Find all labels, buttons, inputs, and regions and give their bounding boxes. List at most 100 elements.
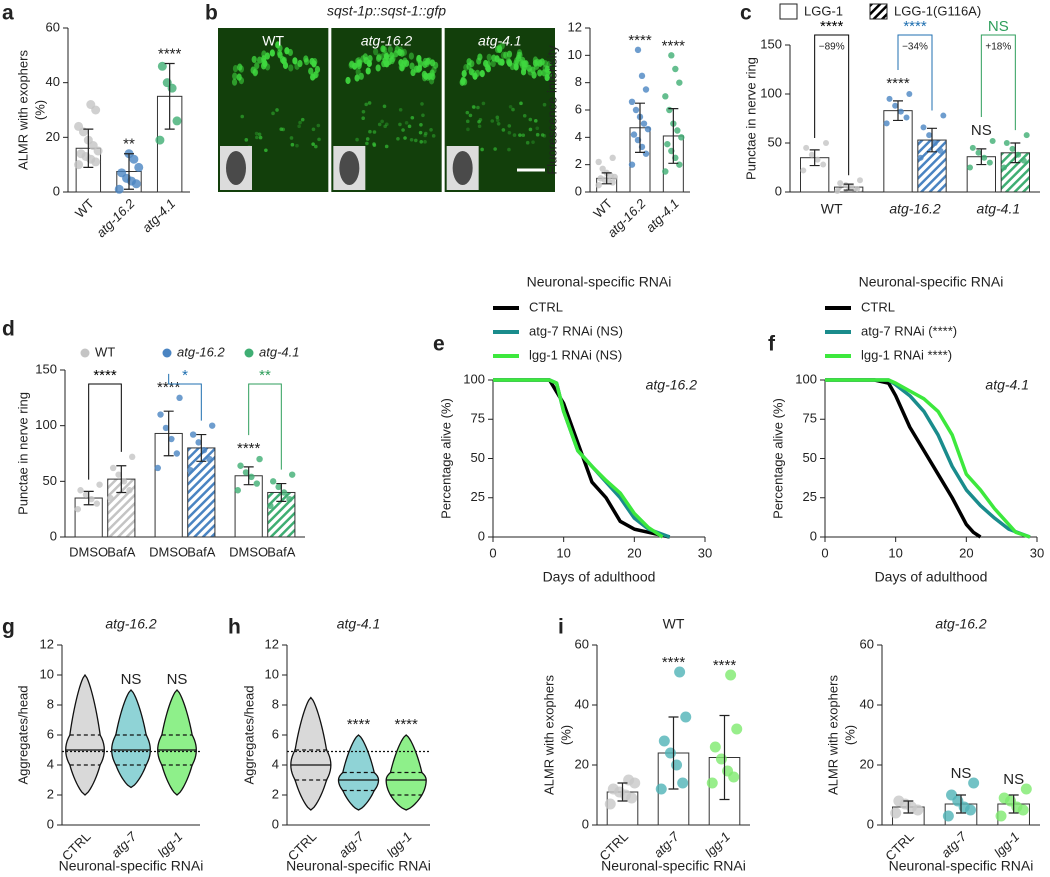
cell-signal: [425, 57, 431, 65]
y-tick-label: 12: [568, 19, 582, 34]
panel-letter: d: [2, 318, 15, 341]
error-bar: [668, 108, 679, 164]
error-bar: [83, 490, 94, 506]
panel-title: sqst-1p::sqst-1::gfp: [327, 3, 446, 19]
x-tick-label: BafA: [187, 544, 216, 559]
data-point: [995, 810, 1007, 822]
data-point: [187, 467, 194, 474]
y-axis-label: (%): [558, 725, 573, 745]
cell-signal: [507, 130, 512, 135]
chart-title: atg-16.2: [105, 616, 157, 632]
cell-signal: [531, 140, 535, 144]
significance: ****: [157, 379, 181, 396]
y-tick-label: 150: [35, 361, 57, 376]
data-point: [903, 114, 910, 121]
x-tick-label: atg-4.1: [139, 196, 178, 235]
cell-signal: [476, 105, 480, 110]
y-tick-label: 100: [795, 371, 817, 386]
significance: ****: [662, 37, 686, 54]
cell-signal: [542, 102, 547, 107]
data-point: [814, 156, 821, 163]
violin: [111, 689, 151, 789]
cell-signal: [416, 54, 422, 63]
cell-signal: [423, 131, 428, 136]
data-point: [76, 149, 86, 159]
cell-signal: [499, 42, 505, 50]
cell-signal: [525, 140, 530, 145]
data-point: [680, 711, 692, 723]
cell-signal: [393, 50, 399, 58]
cell-signal: [396, 136, 400, 141]
cell-signal: [254, 62, 260, 70]
cell-signal: [429, 127, 433, 132]
y-tick-label: 6: [272, 726, 279, 741]
cell-signal: [290, 142, 295, 147]
data-point: [176, 394, 183, 402]
cell-signal: [531, 71, 537, 79]
x-axis-label: Days of adulthood: [875, 569, 988, 585]
significance: ****: [713, 657, 737, 674]
survival-line: [493, 378, 671, 539]
panel-letter: f: [768, 333, 776, 356]
data-point: [975, 149, 982, 156]
chart-title: atg-4.1: [337, 616, 381, 632]
legend-label: WT: [95, 344, 115, 359]
data-point: [969, 144, 976, 151]
data-point: [644, 125, 652, 133]
cell-signal: [506, 59, 513, 67]
data-point: [129, 453, 136, 461]
data-point: [628, 161, 636, 168]
cell-signal: [316, 123, 321, 128]
data-point: [893, 795, 905, 807]
legend-label: atg-7 RNAi (****): [861, 323, 957, 338]
x-tick-label: 0: [821, 545, 828, 560]
cell-signal: [409, 62, 415, 70]
data-point: [134, 162, 144, 172]
significance: ****: [628, 32, 652, 49]
cell-signal: [232, 72, 238, 80]
data-point: [267, 502, 274, 510]
cell-signal: [419, 122, 423, 127]
y-tick-label: 2: [47, 786, 54, 801]
data-point: [195, 439, 202, 446]
y-tick-label: 50: [471, 450, 485, 465]
y-axis-label: Aggregates/head: [15, 685, 30, 784]
data-point: [162, 78, 172, 88]
data-point: [937, 147, 944, 154]
error-bar: [601, 172, 612, 185]
cell-signal: [535, 132, 540, 137]
cell-signal: [459, 78, 465, 86]
chart-title: atg-16.2: [935, 616, 987, 632]
y-tick-label: 0: [810, 528, 817, 543]
data-point: [986, 159, 993, 166]
x-tick-label: DMSO: [69, 544, 108, 559]
y-tick-label: 0: [582, 816, 589, 831]
data-point: [842, 182, 849, 189]
cell-signal: [297, 124, 301, 129]
cell-signal: [519, 60, 525, 68]
cell-signal: [311, 127, 316, 132]
cell-signal: [507, 124, 512, 128]
y-tick-label: 4: [575, 129, 582, 144]
data-point: [968, 777, 980, 789]
survival-line: [825, 378, 1031, 539]
data-point: [107, 494, 114, 502]
y-axis-label: Percentage alive (%): [770, 398, 785, 519]
cell-signal: [356, 56, 362, 65]
y-tick-label: 100: [463, 371, 485, 386]
bracket: [168, 373, 202, 421]
legend-label: lgg-1 RNAi (NS): [529, 347, 622, 362]
data-point: [820, 161, 827, 168]
cell-signal: [477, 53, 483, 61]
y-tick-label: 25: [471, 489, 485, 504]
cell-signal: [541, 69, 547, 77]
data-point: [725, 669, 737, 681]
data-point: [981, 154, 988, 161]
cell-signal: [512, 133, 517, 137]
x-tick-label: atg-7: [938, 828, 970, 860]
cell-signal: [314, 65, 321, 74]
data-point: [242, 469, 250, 476]
cell-signal: [409, 137, 414, 142]
x-tick-label: atg-7: [650, 828, 682, 860]
